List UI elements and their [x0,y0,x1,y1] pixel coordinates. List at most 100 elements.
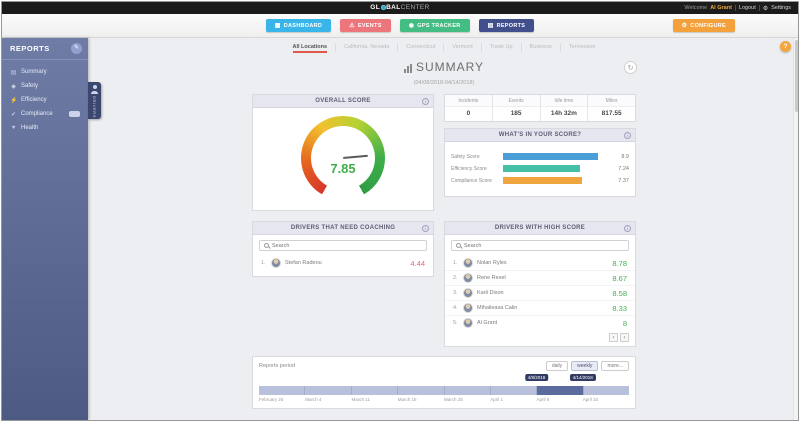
stat-miles: Miles 817.55 [588,95,635,121]
info-icon[interactable]: i [422,97,429,105]
driver-score: 8.58 [612,288,627,298]
timeline-segment[interactable] [398,386,445,395]
driver-name: Nolan Ryles [477,260,507,266]
nav-configure-button[interactable]: ⚙ CONFIGURE [672,19,735,32]
timeline-segment[interactable] [259,386,306,395]
bar-track [503,165,610,172]
high-score-search-input[interactable] [464,242,624,249]
timeline-segment-selected[interactable] [537,386,584,395]
weekly-button[interactable]: weekly [571,361,599,371]
axis-label: March 11 [351,397,370,402]
edit-pencil-icon[interactable]: ✎ [71,43,82,54]
high-score-driver-row[interactable]: 1. Nolan Ryles 8.78 [445,256,635,270]
score-gauge: 7.85 [253,108,433,210]
stat-incidents: Incidents 0 [445,95,493,121]
sidebar-item-efficiency[interactable]: ⚡ Efficiency [2,93,88,107]
nav-gps-tracker-button[interactable]: ◉ GPS TRACKER [399,19,470,32]
globe-icon [380,4,386,10]
timeline-segment[interactable] [351,386,399,395]
tab-tennessee[interactable]: Tennessee [568,44,596,50]
efficiency-score-row: Efficiency Score 7.24 [451,165,629,172]
report-chart-icon: ▤ [487,22,494,29]
sidebar-title: REPORTS [10,44,50,53]
nav-reports-label: REPORTS [496,22,526,29]
summary-icon: ▤ [10,69,17,76]
tab-trade-up[interactable]: Trade Up [482,43,522,52]
coaching-driver-row[interactable]: 1. Stefan Radeou 4.44 [253,256,433,270]
bar-value: 8.9 [621,153,629,160]
gps-pin-icon: ◉ [408,22,415,29]
sidebar-header: REPORTS ✎ [2,38,88,60]
high-score-driver-row[interactable]: 5. Al Grant 8 [445,315,635,330]
bar-label: Safety Score [451,153,480,160]
tab-connecticut[interactable]: Connecticut [398,43,445,52]
info-icon[interactable]: i [422,224,429,232]
stat-label: Idle time [540,95,588,107]
axis-label: April 15 [582,397,599,402]
divider [734,5,736,11]
high-score-driver-row[interactable]: 4. Mihaileasa Calin 8.33 [445,300,635,315]
period-buttons: daily weekly more... [545,361,629,371]
sidebar-item-summary[interactable]: ▤ Summary [2,65,88,79]
high-score-driver-row[interactable]: 2. Rene Rexel 8.67 [445,270,635,285]
high-score-title: DRIVERS WITH HIGH SCORE [494,225,586,231]
sidebar-item-label: Efficiency [21,97,47,103]
check-icon: ✔ [10,111,17,118]
compliance-score-bar [503,177,583,184]
sidebar-item-compliance[interactable]: ✔ Compliance [2,107,88,121]
timeline-segment[interactable] [444,386,491,395]
tab-vermont[interactable]: Vermont [444,43,482,52]
topbar-user-area: Welcome Al Grant Logout ⚙ Settings [684,2,791,14]
info-icon[interactable]: i [624,224,631,232]
tab-california-nevada[interactable]: California, Nevada [336,43,399,52]
dashboard-cards: OVERALL SCORE i 7.85 [252,94,636,409]
overall-score-value: 7.85 [330,161,356,176]
sidebar-item-label: Compliance [21,111,53,117]
rank-label: 1. [261,260,266,266]
driver-avatar [271,258,281,268]
coaching-search [259,240,427,251]
bolt-icon: ⚡ [10,97,18,104]
daily-button[interactable]: daily [545,361,569,371]
high-score-search [451,240,629,251]
axis-label: February 26 [259,397,284,402]
sidebar-item-safety[interactable]: ◆ Safety [2,79,88,93]
nav-dashboard-button[interactable]: ▦ DASHBOARD [265,19,332,32]
help-icon[interactable]: ? [780,41,791,52]
brand-part1: GL [370,4,381,11]
vertical-scrollbar[interactable] [793,38,798,420]
warning-icon: ⚠ [349,22,355,29]
tab-all-locations[interactable]: All Locations [285,43,337,53]
period-start-tooltip: 4/8/2018 [524,374,549,381]
timeline-segment[interactable] [583,386,629,395]
scrollbar-thumb[interactable] [794,40,798,112]
info-icon[interactable]: i [624,131,631,139]
stat-value: 14h 32m [550,110,577,117]
more-button[interactable]: more... [601,361,629,371]
tab-business[interactable]: Business [522,43,561,52]
bar-track [503,153,610,160]
nav-events-button[interactable]: ⚠ EVENTS [340,19,391,32]
rank-label: 1. [453,260,458,266]
sidebar-item-health[interactable]: ♥ Health [2,121,88,135]
summary-title-block: SUMMARY (04/08/2018-04/14/2018) ↻ [88,60,798,86]
settings-link[interactable]: Settings [771,5,791,11]
driver-score: 4.44 [410,258,425,268]
drivers-flyout-tab[interactable]: DRIVERS [88,82,101,119]
high-score-driver-row[interactable]: 3. Karli Dixon 8.58 [445,285,635,300]
rank-label: 3. [453,290,458,296]
next-page-button[interactable]: › [620,333,629,342]
timeline-bar [259,386,629,395]
timeline-segment[interactable] [490,386,538,395]
brand-part2: BAL [386,4,401,11]
main-content: All Locations California, Nevada Connect… [88,38,798,420]
nav-events-label: EVENTS [357,22,382,29]
driver-avatar [463,288,473,298]
nav-reports-button[interactable]: ▤ REPORTS [478,19,535,32]
coaching-search-input[interactable] [272,242,422,249]
logout-link[interactable]: Logout [738,5,756,11]
timeline-segment[interactable] [305,386,352,395]
refresh-icon[interactable]: ↻ [624,61,637,74]
search-icon [456,243,461,248]
prev-page-button[interactable]: ‹ [609,333,618,342]
